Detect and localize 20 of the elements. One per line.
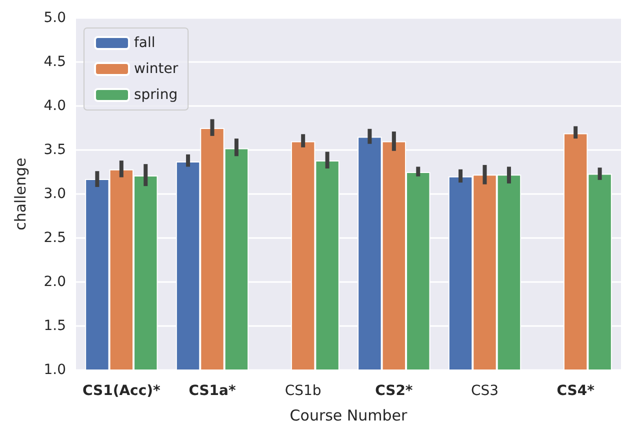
legend-label: fall [134, 35, 156, 51]
x-tick-label: CS2* [375, 383, 414, 399]
x-tick-label: CS1b [284, 383, 322, 399]
y-tick-label: 2.0 [44, 274, 66, 290]
x-axis-title: Course Number [290, 406, 408, 424]
y-axis-title: challenge [12, 158, 30, 230]
y-tick-label: 3.0 [44, 186, 66, 202]
y-tick-label: 1.5 [44, 318, 66, 334]
y-tick-label: 4.5 [44, 54, 66, 70]
y-tick-label: 1.0 [44, 362, 66, 378]
x-tick-label: CS3 [470, 383, 499, 399]
y-tick-label: 2.5 [44, 230, 66, 246]
y-tick-label: 5.0 [44, 10, 66, 26]
x-tick-label: CS1(Acc)* [82, 383, 162, 399]
y-tick-label: 3.5 [44, 142, 66, 158]
x-tick-label: CS1a* [188, 383, 236, 399]
x-tick-label: CS4* [556, 383, 596, 399]
y-tick-label: 4.0 [44, 98, 66, 114]
legend-label: winter [134, 61, 178, 77]
legend-label: spring [134, 87, 178, 103]
